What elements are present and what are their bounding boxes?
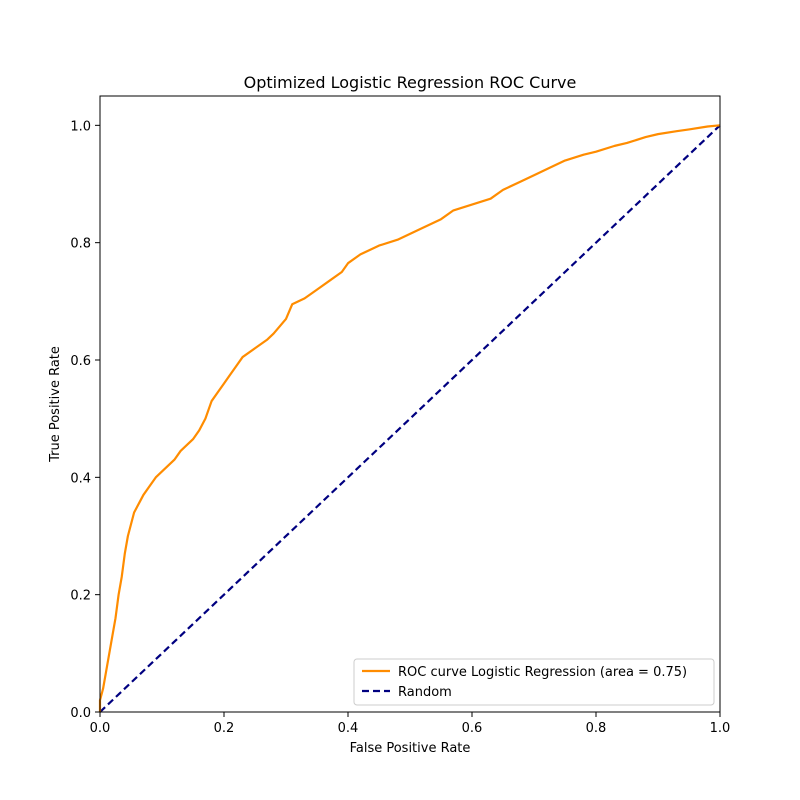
legend-entry-roc: ROC curve Logistic Regression (area = 0.… (398, 665, 687, 680)
y-tick-label: 0.4 (70, 471, 91, 486)
x-tick-label: 0.2 (214, 721, 235, 736)
legend-box (353, 658, 715, 706)
x-axis-ticks: 0.0 0.2 0.4 0.6 0.8 1.0 (90, 712, 731, 736)
y-tick-label: 0.0 (70, 706, 91, 721)
y-tick-label: 1.0 (70, 119, 91, 134)
y-tick-label: 0.6 (70, 354, 91, 369)
legend-entry-random: Random (398, 685, 452, 700)
roc-curve-line (98, 124, 721, 712)
x-tick-label: 0.6 (462, 721, 483, 736)
y-axis-label: True Positive Rate (48, 346, 63, 463)
plot-curves (98, 124, 721, 713)
x-axis-label: False Positive Rate (350, 741, 471, 756)
plot-frame (99, 95, 721, 713)
chart-legend: ROC curve Logistic Regression (area = 0.… (353, 658, 715, 706)
x-tick-label: 0.8 (586, 721, 607, 736)
y-tick-label: 0.8 (70, 237, 91, 252)
x-tick-label: 1.0 (710, 721, 731, 736)
y-axis-ticks: 0.0 0.2 0.4 0.6 0.8 1.0 (70, 119, 100, 721)
x-tick-label: 0.4 (338, 721, 359, 736)
chart-title: Optimized Logistic Regression ROC Curve (244, 73, 577, 92)
y-tick-label: 0.2 (70, 589, 91, 604)
x-tick-label: 0.0 (90, 721, 111, 736)
